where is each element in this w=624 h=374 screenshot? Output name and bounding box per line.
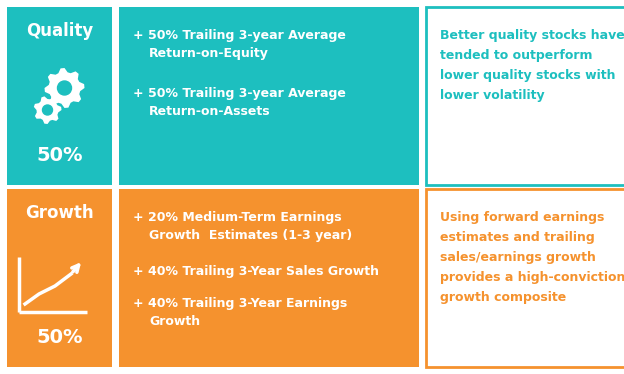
Text: Growth: Growth — [149, 315, 200, 328]
Bar — [119, 7, 419, 185]
Text: Return-on-Assets: Return-on-Assets — [149, 105, 271, 118]
Bar — [7, 7, 112, 185]
Bar — [119, 189, 419, 367]
Text: 50%: 50% — [36, 146, 83, 165]
Polygon shape — [34, 96, 62, 124]
Text: Return-on-Equity: Return-on-Equity — [149, 47, 269, 60]
Polygon shape — [44, 68, 84, 108]
Text: + 20% Medium-Term Earnings: + 20% Medium-Term Earnings — [133, 211, 341, 224]
Text: Growth  Estimates (1-3 year): Growth Estimates (1-3 year) — [149, 229, 353, 242]
Text: Growth: Growth — [25, 204, 94, 222]
Text: + 50% Trailing 3-year Average: + 50% Trailing 3-year Average — [133, 29, 346, 42]
Text: Better quality stocks have
tended to outperform
lower quality stocks with
lower : Better quality stocks have tended to out… — [440, 29, 624, 102]
Bar — [426, 189, 624, 367]
Circle shape — [57, 81, 72, 95]
Text: 50%: 50% — [36, 328, 83, 347]
Text: + 40% Trailing 3-Year Sales Growth: + 40% Trailing 3-Year Sales Growth — [133, 265, 379, 278]
Bar — [426, 7, 624, 185]
Circle shape — [42, 105, 52, 115]
Bar — [7, 189, 112, 367]
Text: Quality: Quality — [26, 22, 93, 40]
Text: + 50% Trailing 3-year Average: + 50% Trailing 3-year Average — [133, 87, 346, 100]
Text: Using forward earnings
estimates and trailing
sales/earnings growth
provides a h: Using forward earnings estimates and tra… — [440, 211, 624, 304]
Text: + 40% Trailing 3-Year Earnings: + 40% Trailing 3-Year Earnings — [133, 297, 347, 310]
